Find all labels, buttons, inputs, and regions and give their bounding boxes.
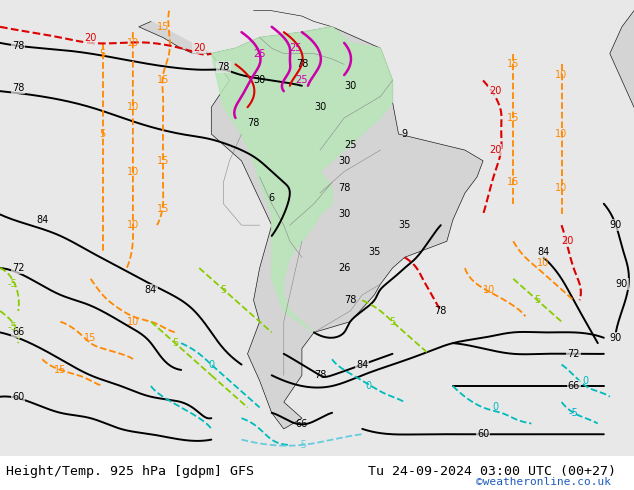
Text: 72: 72 [567, 349, 580, 359]
Text: 15: 15 [84, 333, 97, 343]
Text: 60: 60 [477, 429, 489, 439]
Text: 25: 25 [290, 43, 302, 53]
Text: 78: 78 [12, 83, 24, 94]
Text: 10: 10 [127, 317, 139, 327]
Polygon shape [211, 27, 483, 429]
Text: 35: 35 [398, 220, 411, 230]
Text: 78: 78 [338, 183, 351, 193]
Text: 25: 25 [344, 140, 356, 150]
Text: 72: 72 [12, 263, 24, 273]
Text: 0: 0 [209, 360, 214, 369]
Text: 15: 15 [54, 365, 67, 375]
Text: 30: 30 [344, 81, 356, 91]
Text: 10: 10 [483, 285, 495, 294]
Text: 10: 10 [537, 258, 550, 268]
Text: 5: 5 [100, 49, 106, 59]
Polygon shape [211, 27, 392, 332]
Text: 10: 10 [555, 129, 567, 139]
Text: 78: 78 [12, 41, 24, 50]
Text: 84: 84 [36, 215, 48, 225]
Text: ©weatheronline.co.uk: ©weatheronline.co.uk [476, 477, 611, 487]
Text: 10: 10 [127, 220, 139, 230]
Text: 25: 25 [254, 49, 266, 59]
Polygon shape [332, 27, 350, 38]
Text: 0: 0 [583, 376, 589, 386]
Text: 15: 15 [507, 113, 519, 123]
Text: 10: 10 [555, 70, 567, 80]
Text: 6: 6 [269, 194, 275, 203]
Text: 90: 90 [616, 279, 628, 289]
Text: 78: 78 [295, 59, 308, 69]
Text: 26: 26 [338, 263, 351, 273]
Text: 15: 15 [507, 177, 519, 187]
Text: 66: 66 [296, 418, 308, 429]
Polygon shape [610, 11, 634, 107]
Text: -5: -5 [7, 279, 17, 289]
Text: 5: 5 [220, 285, 226, 294]
Text: 78: 78 [217, 62, 230, 72]
Text: 0: 0 [492, 402, 498, 413]
Text: 90: 90 [610, 333, 622, 343]
Text: -5: -5 [297, 440, 307, 450]
Text: 84: 84 [145, 285, 157, 294]
Text: 30: 30 [338, 156, 351, 166]
Text: Height/Temp. 925 hPa [gdpm] GFS: Height/Temp. 925 hPa [gdpm] GFS [6, 465, 254, 478]
Text: 30: 30 [254, 75, 266, 85]
Text: 78: 78 [247, 118, 260, 128]
Text: 10: 10 [127, 167, 139, 176]
Text: 15: 15 [157, 22, 169, 32]
Text: 9: 9 [401, 129, 408, 139]
Text: -5: -5 [7, 322, 17, 332]
Text: 30: 30 [314, 102, 326, 112]
Text: 15: 15 [157, 156, 169, 166]
Text: 35: 35 [368, 247, 380, 257]
Text: 0: 0 [365, 381, 372, 391]
Polygon shape [139, 22, 211, 53]
Text: 5: 5 [100, 129, 106, 139]
Text: 20: 20 [561, 236, 574, 246]
Text: 15: 15 [157, 204, 169, 214]
Text: 66: 66 [12, 327, 24, 338]
Text: 20: 20 [84, 32, 97, 43]
Text: -5: -5 [569, 408, 578, 418]
Text: 78: 78 [344, 295, 356, 305]
Text: 20: 20 [193, 43, 205, 53]
Text: 30: 30 [338, 209, 351, 220]
Text: 84: 84 [356, 360, 368, 369]
Text: 10: 10 [127, 38, 139, 48]
Text: 20: 20 [489, 86, 501, 96]
Text: 20: 20 [489, 145, 501, 155]
Text: 5: 5 [172, 338, 178, 348]
Text: 5: 5 [389, 317, 396, 327]
Text: 15: 15 [157, 75, 169, 85]
Text: 60: 60 [12, 392, 24, 402]
Text: 66: 66 [567, 381, 579, 391]
Text: 25: 25 [295, 75, 308, 85]
Text: 5: 5 [534, 295, 541, 305]
Text: Tu 24-09-2024 03:00 UTC (00+27): Tu 24-09-2024 03:00 UTC (00+27) [368, 465, 616, 478]
Text: 78: 78 [314, 370, 327, 380]
Text: 78: 78 [434, 306, 447, 316]
Text: 84: 84 [537, 247, 550, 257]
Text: 10: 10 [127, 102, 139, 112]
Text: 15: 15 [507, 59, 519, 69]
Text: 10: 10 [555, 183, 567, 193]
Text: 90: 90 [610, 220, 622, 230]
